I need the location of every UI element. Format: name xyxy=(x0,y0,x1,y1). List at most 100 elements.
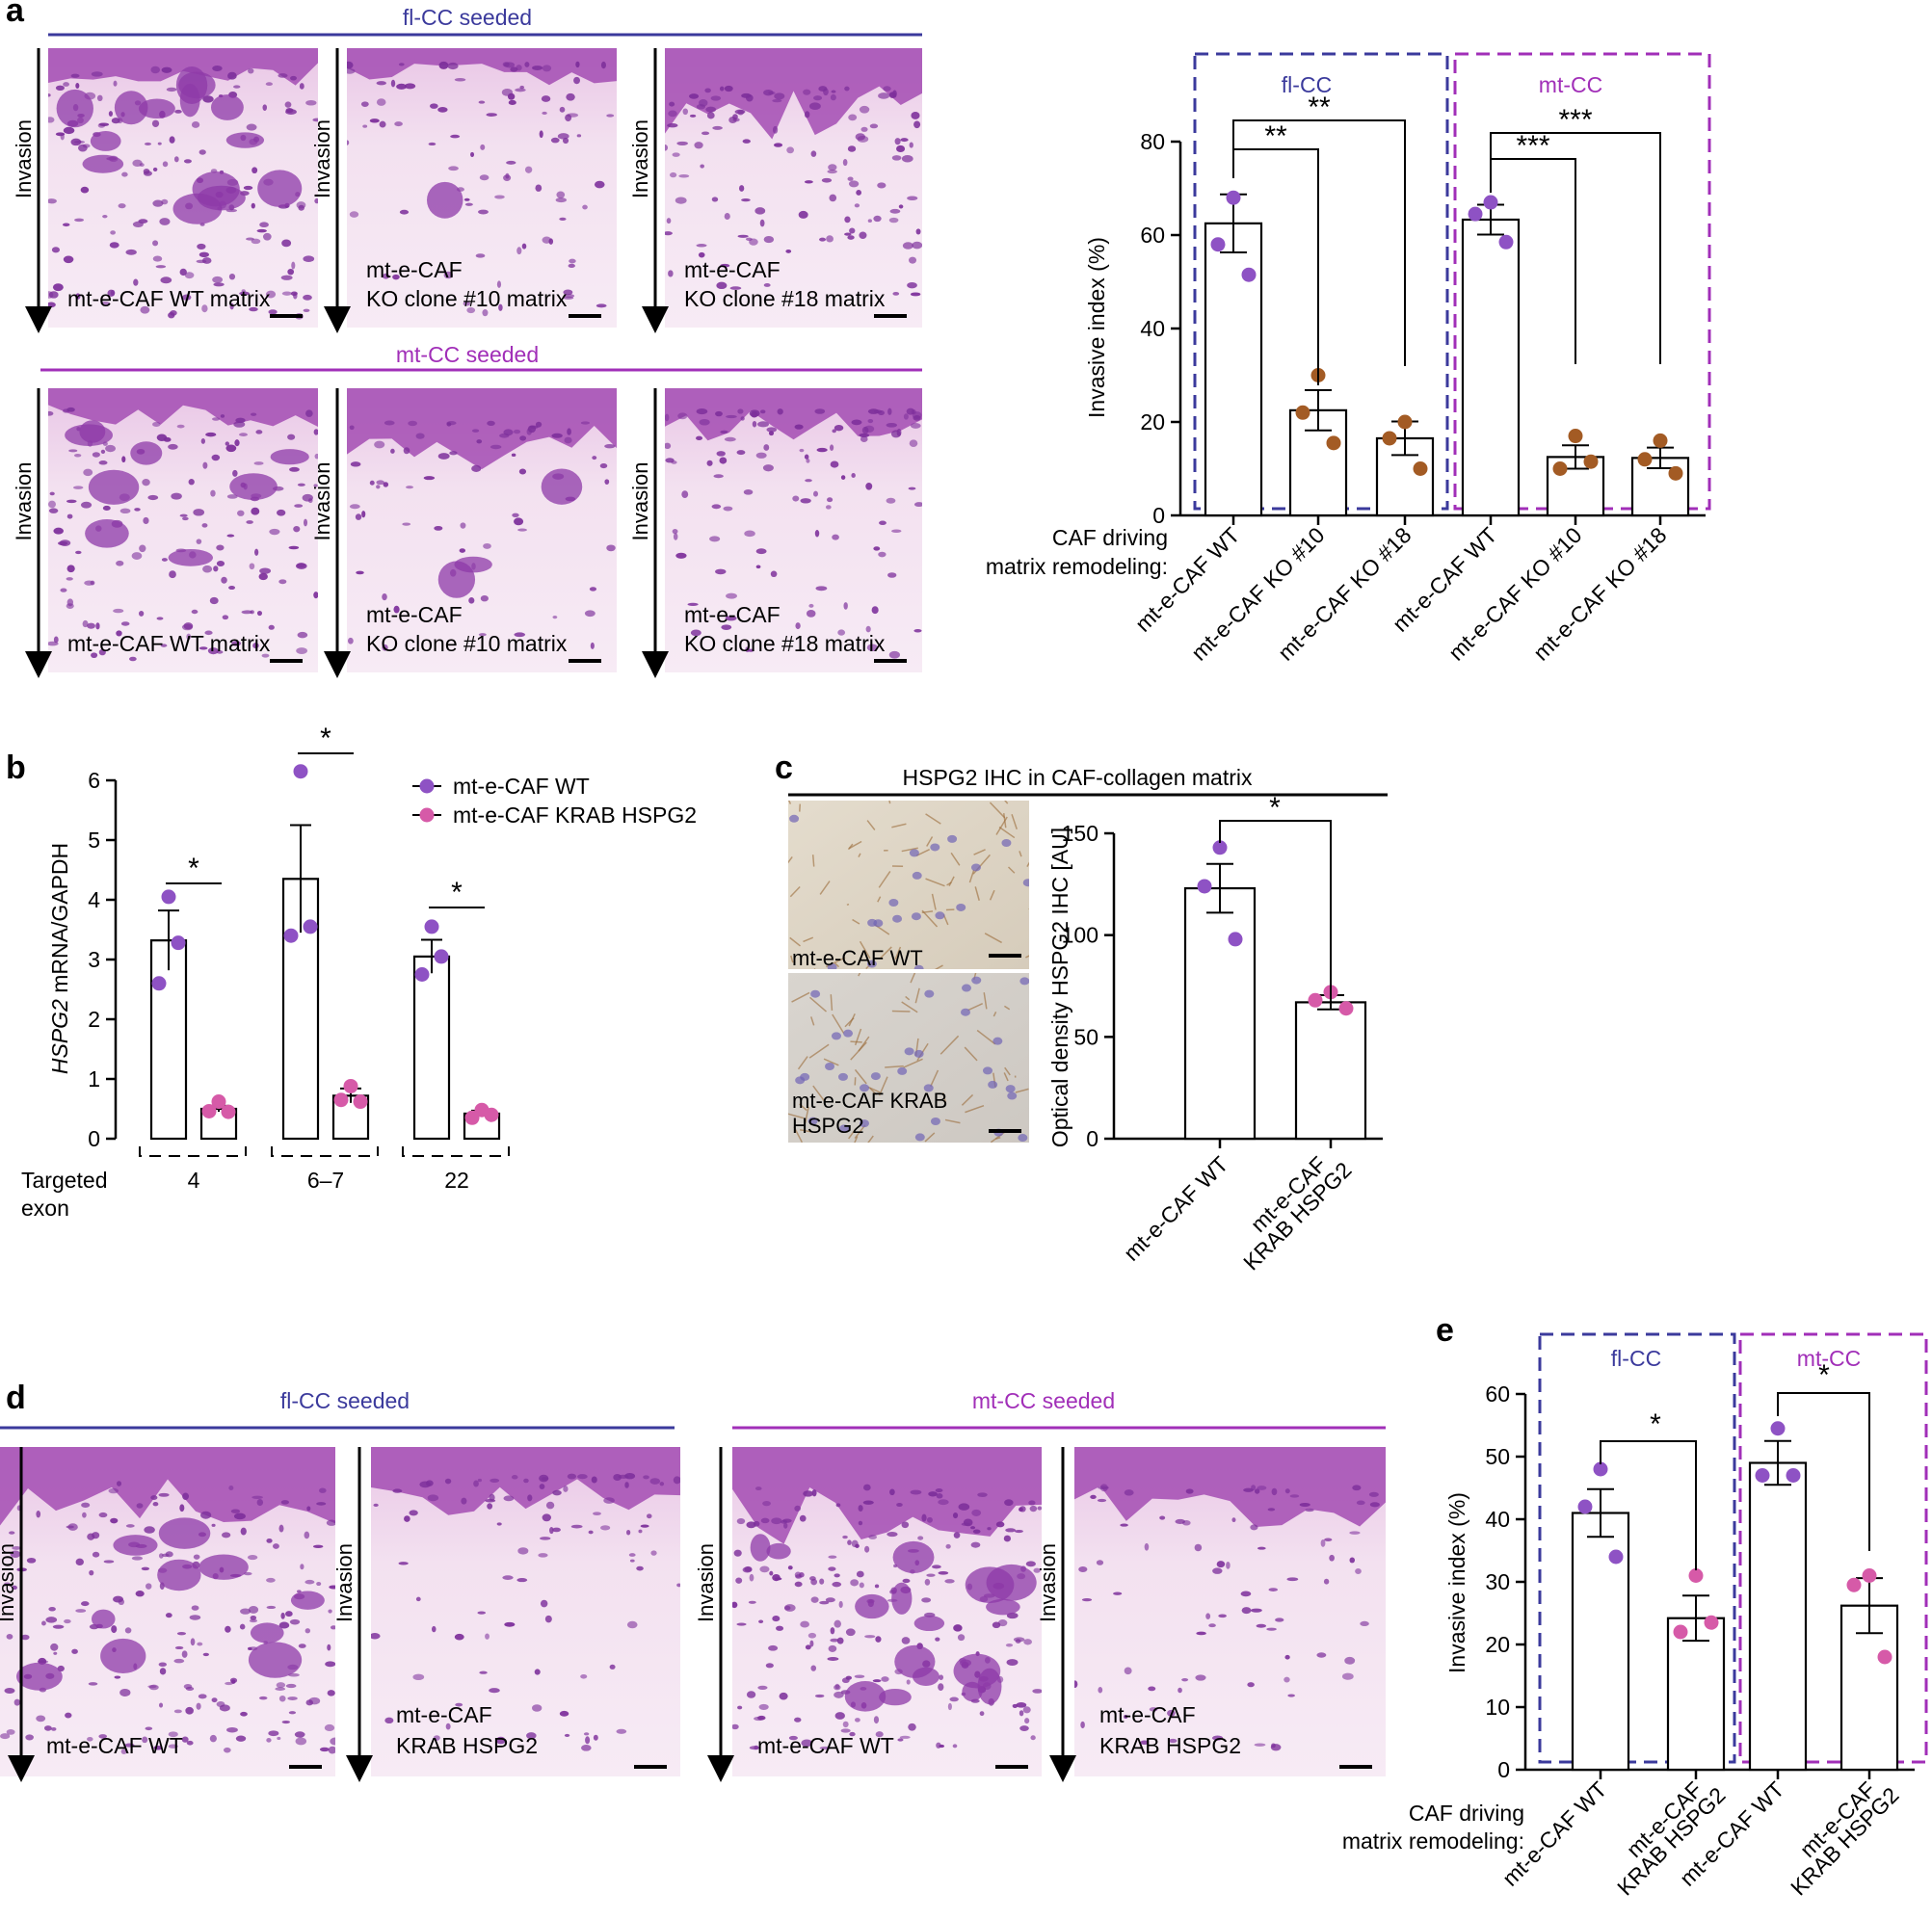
data-point xyxy=(151,976,167,991)
cell-nucleus xyxy=(803,1490,814,1497)
cell-nucleus xyxy=(1081,1598,1093,1602)
cell-nucleus xyxy=(830,1638,839,1643)
y-tick-label: 0 xyxy=(1152,503,1165,528)
data-point xyxy=(1413,461,1428,476)
cell-nucleus xyxy=(763,89,774,96)
cell-nucleus xyxy=(36,1715,46,1723)
cell-nucleus xyxy=(749,238,758,246)
cell-nucleus xyxy=(447,62,459,70)
cell-nucleus xyxy=(800,1620,810,1628)
cell-nucleus xyxy=(909,439,918,448)
y-axis-label: Optical density HSPG2 IHC [AU] xyxy=(1047,828,1072,1147)
cell-nucleus xyxy=(230,1509,241,1513)
cell-nucleus xyxy=(813,95,823,101)
cell-nucleus xyxy=(116,630,122,637)
cell-nucleus xyxy=(900,138,909,143)
cell-nucleus xyxy=(4,1688,15,1695)
cell-nucleus xyxy=(931,1565,941,1569)
cell-nucleus xyxy=(201,523,208,528)
cell-nucleus xyxy=(716,281,728,290)
cell-nucleus xyxy=(55,85,65,91)
cell-nucleus xyxy=(818,86,828,92)
cell-nucleus xyxy=(284,101,292,108)
cell-nucleus xyxy=(254,548,259,556)
cell-nucleus xyxy=(1006,1659,1019,1666)
cell-nucleus xyxy=(113,80,118,87)
cell-nucleus xyxy=(1329,1554,1335,1562)
cell-nucleus xyxy=(762,464,774,472)
cell-nucleus xyxy=(13,1698,20,1706)
cell-nucleus xyxy=(305,409,313,417)
cell-nucleus xyxy=(152,167,158,171)
cell-nucleus xyxy=(48,291,59,299)
cell-nucleus xyxy=(832,429,836,434)
cell-nucleus xyxy=(281,239,292,248)
cell-nucleus xyxy=(947,834,958,843)
cell-nucleus xyxy=(603,1497,615,1504)
cell-nucleus xyxy=(531,1704,543,1712)
cell-nucleus xyxy=(81,1502,91,1508)
stain-fiber xyxy=(878,871,891,888)
cell-nucleus xyxy=(495,1736,506,1745)
cell-nucleus xyxy=(681,490,689,499)
cell-nucleus xyxy=(193,1554,200,1560)
cell-nucleus xyxy=(924,1578,931,1586)
cell-nucleus xyxy=(113,608,124,614)
cell-nucleus xyxy=(868,1535,878,1539)
cell-nucleus xyxy=(787,1565,793,1570)
significance-bracket xyxy=(1600,1440,1697,1570)
significance-bracket xyxy=(1490,158,1576,364)
y-tick-label: 10 xyxy=(1485,1695,1510,1720)
cell-nucleus xyxy=(98,460,108,465)
cell-nucleus xyxy=(275,1687,286,1691)
cell-nucleus xyxy=(198,1694,207,1699)
cell-nucleus xyxy=(437,107,448,113)
cell-nucleus xyxy=(75,1558,84,1566)
stain-fiber xyxy=(925,878,945,887)
cell-nucleus xyxy=(406,486,414,489)
stain-fiber xyxy=(967,1002,984,1012)
data-point xyxy=(1326,435,1341,451)
cell-nucleus xyxy=(723,506,733,512)
cell-nucleus xyxy=(581,1745,592,1751)
cell-nucleus xyxy=(248,67,254,74)
cell-nucleus xyxy=(225,1681,233,1686)
cell-nucleus xyxy=(913,502,922,508)
cell-nucleus xyxy=(173,1658,185,1664)
cell-nucleus xyxy=(1019,1725,1029,1732)
cell-nucleus xyxy=(185,1686,195,1692)
cell-nucleus xyxy=(198,646,208,650)
cell-nucleus xyxy=(169,136,175,144)
cell-nucleus xyxy=(724,85,733,92)
cell-nucleus xyxy=(540,1599,548,1608)
cell-nucleus xyxy=(763,444,770,451)
stain-fiber xyxy=(910,973,916,984)
data-point xyxy=(1241,267,1257,282)
panel-letter-b: b xyxy=(6,750,26,786)
cell-nucleus xyxy=(471,429,480,433)
cell-nucleus xyxy=(816,447,828,453)
micrograph-label: mt-e-CAF WT xyxy=(46,1733,183,1758)
y-axis-label-gene: HSPG2 xyxy=(47,999,72,1074)
cell-nucleus xyxy=(770,570,778,578)
cell-nucleus xyxy=(324,1723,335,1732)
cell-nucleus xyxy=(1299,1502,1310,1508)
cell-nucleus xyxy=(689,114,697,118)
data-point xyxy=(1210,237,1226,252)
cell-nucleus xyxy=(290,75,297,81)
cell-nucleus xyxy=(303,308,310,312)
stain-fiber xyxy=(799,1129,812,1133)
cell-nucleus xyxy=(1097,1498,1107,1503)
stain-fiber xyxy=(848,1128,857,1140)
cell-nucleus xyxy=(293,525,301,533)
cell-nucleus xyxy=(158,1492,170,1497)
data-point xyxy=(1688,1568,1704,1583)
data-point xyxy=(211,1094,226,1110)
cell-nucleus xyxy=(486,113,497,117)
cell-nucleus xyxy=(878,409,885,416)
stain-fiber xyxy=(859,940,871,960)
cell-nucleus xyxy=(901,155,913,163)
cell-nucleus xyxy=(188,479,195,486)
cell-nucleus xyxy=(806,459,810,463)
cell-nucleus xyxy=(233,85,241,89)
